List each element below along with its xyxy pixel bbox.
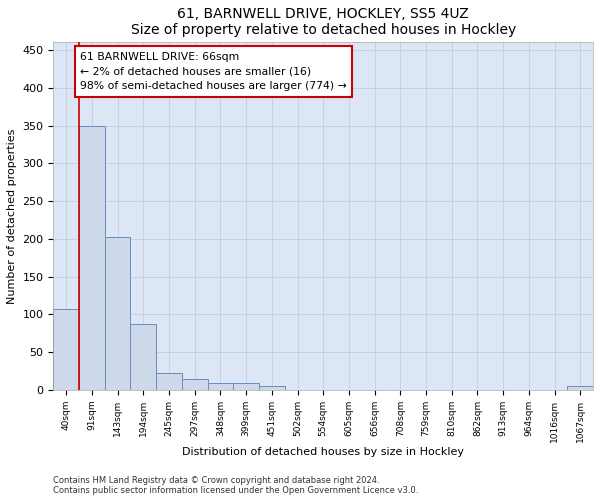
Bar (53, 309, 79, 390)
Bar (568, 386, 593, 390)
Bar (79, 126, 105, 390)
X-axis label: Distribution of detached houses by size in Hockley: Distribution of detached houses by size … (182, 448, 464, 458)
Bar (208, 383, 233, 390)
Title: 61, BARNWELL DRIVE, HOCKLEY, SS5 4UZ
Size of property relative to detached house: 61, BARNWELL DRIVE, HOCKLEY, SS5 4UZ Siz… (131, 7, 516, 37)
Text: 61 BARNWELL DRIVE: 66sqm
← 2% of detached houses are smaller (16)
98% of semi-de: 61 BARNWELL DRIVE: 66sqm ← 2% of detache… (80, 52, 347, 91)
Text: Contains HM Land Registry data © Crown copyright and database right 2024.
Contai: Contains HM Land Registry data © Crown c… (53, 476, 419, 495)
Bar (105, 236, 130, 390)
Bar (130, 324, 156, 390)
Y-axis label: Number of detached properties: Number of detached properties (7, 128, 17, 304)
Bar (233, 383, 259, 390)
Bar (156, 372, 182, 390)
Bar (259, 386, 284, 390)
Bar (182, 380, 208, 390)
